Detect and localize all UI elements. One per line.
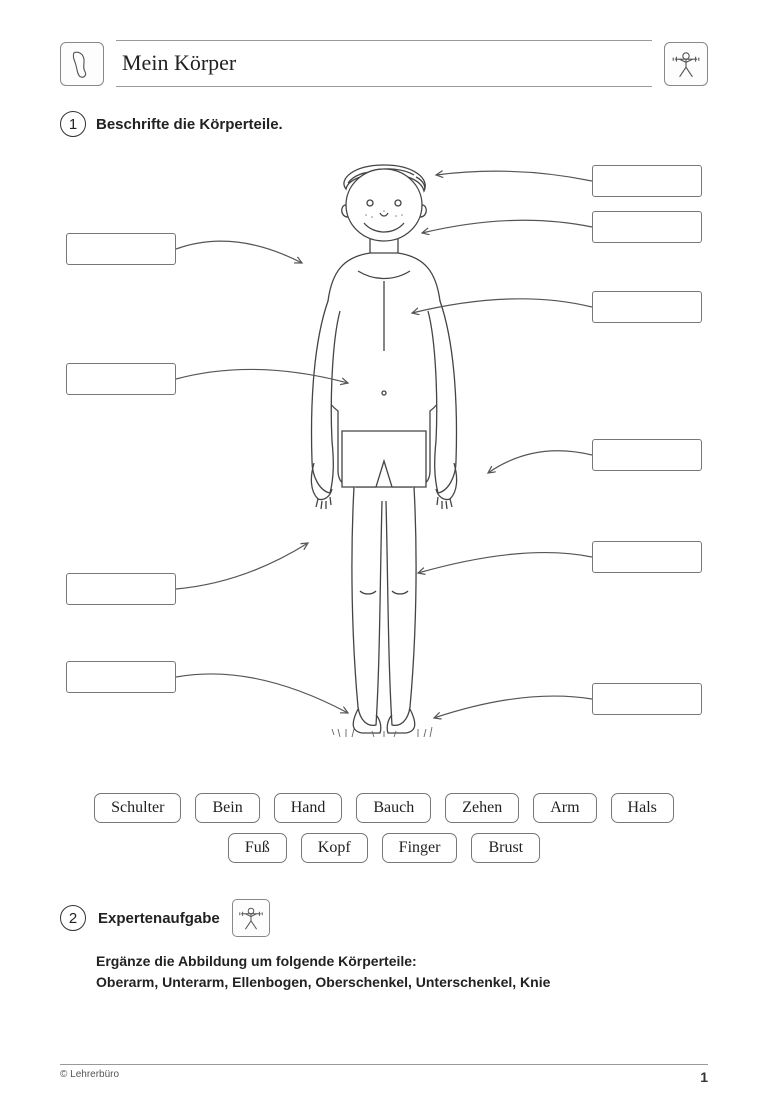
title-rules: Mein Körper xyxy=(116,40,652,87)
label-box-right-5[interactable] xyxy=(592,683,702,715)
body-figure xyxy=(274,161,494,741)
title-row: Mein Körper xyxy=(60,40,708,87)
footer-page-number: 1 xyxy=(700,1069,708,1085)
word-fuß: Fuß xyxy=(228,833,287,863)
label-box-right-3[interactable] xyxy=(592,439,702,471)
word-bein: Bein xyxy=(195,793,259,823)
label-box-left-0[interactable] xyxy=(66,233,176,265)
label-box-right-0[interactable] xyxy=(592,165,702,197)
arm-icon xyxy=(60,42,104,86)
word-finger: Finger xyxy=(382,833,458,863)
task-2-line2: Oberarm, Unterarm, Ellenbogen, Oberschen… xyxy=(96,972,708,993)
word-kopf: Kopf xyxy=(301,833,368,863)
label-box-left-2[interactable] xyxy=(66,573,176,605)
task-1-number: 1 xyxy=(60,111,86,137)
label-box-right-2[interactable] xyxy=(592,291,702,323)
task-1-instruction: Beschrifte die Körperteile. xyxy=(96,116,283,133)
footer: © Lehrerbüro 1 xyxy=(60,1064,708,1085)
task-2-body: Ergänze die Abbildung um folgende Körper… xyxy=(96,951,708,993)
weightlifter-icon xyxy=(232,899,270,937)
label-box-right-1[interactable] xyxy=(592,211,702,243)
word-bank: Schulter Bein Hand Bauch Zehen Arm Hals Fuß Kopf… xyxy=(60,793,708,863)
task-2-title: Expertenaufgabe xyxy=(98,910,220,927)
label-box-left-1[interactable] xyxy=(66,363,176,395)
page-title: Mein Körper xyxy=(116,44,652,86)
weightlifter-icon xyxy=(664,42,708,86)
task-2: 2 Expertenaufgabe xyxy=(60,899,708,937)
word-hand: Hand xyxy=(274,793,343,823)
word-bauch: Bauch xyxy=(356,793,431,823)
label-box-right-4[interactable] xyxy=(592,541,702,573)
word-schulter: Schulter xyxy=(94,793,181,823)
body-diagram xyxy=(64,153,704,773)
word-hals: Hals xyxy=(611,793,674,823)
task-2-number: 2 xyxy=(60,905,86,931)
task-1: 1 Beschrifte die Körperteile. xyxy=(60,111,708,137)
word-arm: Arm xyxy=(533,793,596,823)
footer-copyright: © Lehrerbüro xyxy=(60,1069,119,1085)
task-2-line1: Ergänze die Abbildung um folgende Körper… xyxy=(96,951,708,972)
worksheet-page: Mein Körper 1 Beschrifte die Körperteile… xyxy=(0,0,768,1109)
label-box-left-3[interactable] xyxy=(66,661,176,693)
word-zehen: Zehen xyxy=(445,793,519,823)
word-brust: Brust xyxy=(471,833,540,863)
